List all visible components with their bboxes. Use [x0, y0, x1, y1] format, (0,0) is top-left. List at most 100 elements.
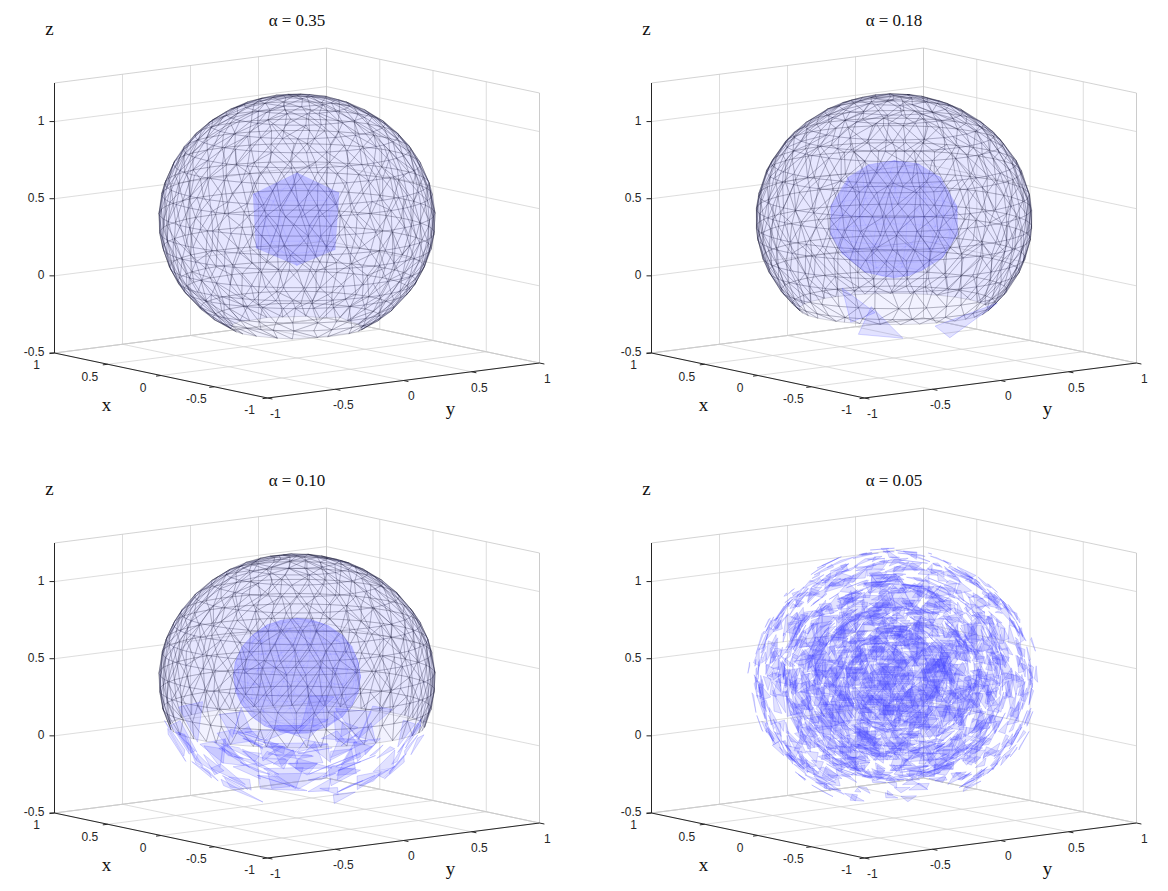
grid-line [55, 318, 327, 353]
box-edge [327, 318, 540, 363]
grid [652, 48, 1137, 398]
outer-face [399, 180, 414, 202]
panel: -1-0.500.51-1-0.500.51-0.500.51xyzα = 0.… [24, 11, 551, 421]
x-tick [50, 353, 55, 355]
outer-face [843, 111, 864, 120]
outer-face [830, 152, 846, 175]
outer-face [180, 274, 187, 286]
inner-face [253, 188, 291, 242]
grid-line [191, 336, 404, 381]
outer-face [307, 144, 330, 163]
outer-face [304, 272, 316, 292]
outer-face [327, 111, 339, 121]
outer-face [206, 250, 217, 266]
outer-face [225, 212, 245, 228]
outer-face [183, 181, 190, 201]
panel: -1-0.500.51-1-0.500.51-0.500.51xyzα = 0.… [621, 11, 1148, 421]
y-tick-label: 0.5 [471, 381, 488, 395]
outer-face [161, 206, 166, 227]
outer-face [259, 322, 275, 330]
outer-face [216, 265, 233, 275]
outer-face [259, 322, 273, 330]
outer-face [175, 156, 185, 175]
y-tick [268, 398, 273, 399]
x-tick [209, 386, 214, 388]
y-tick [540, 363, 545, 364]
grid-line [652, 87, 924, 122]
outer-face [884, 118, 906, 125]
z-tick [50, 275, 55, 276]
outer-face [250, 131, 271, 145]
outer-face [185, 153, 194, 172]
z-axis-title: z [45, 18, 53, 39]
z-tick-label: 0.5 [28, 191, 45, 205]
outer-face [957, 129, 975, 147]
outer-face [939, 127, 957, 145]
box-edge [55, 318, 327, 353]
outer-face [175, 156, 184, 175]
box-edge [924, 48, 1137, 93]
plot-area [159, 94, 435, 339]
outer-face [793, 133, 807, 152]
outer-face [222, 133, 235, 147]
x-tick [103, 364, 108, 366]
outer-face [308, 119, 326, 131]
outer-face [970, 177, 987, 193]
grid-line [720, 344, 933, 389]
outer-face [283, 102, 310, 110]
outer-face [310, 110, 327, 120]
outer-face [884, 111, 906, 119]
outer-face [191, 252, 206, 269]
grid-line [55, 87, 327, 122]
outer-face [845, 111, 864, 120]
outer-face [222, 133, 235, 147]
z-tick-label: 0 [38, 268, 45, 282]
z-tick [50, 121, 55, 122]
outer-face [176, 219, 187, 235]
outer-face [251, 110, 270, 120]
x-tick [156, 375, 161, 377]
outer-face [776, 161, 786, 184]
outer-face [235, 132, 251, 146]
outer-face [233, 248, 252, 265]
outer-face [242, 293, 259, 305]
inner-face [292, 250, 335, 266]
y-tick [472, 372, 477, 373]
y-tick-label: -1 [270, 407, 281, 421]
outer-face [316, 262, 336, 272]
grid-line [54, 83, 55, 353]
grid-line [924, 87, 1137, 132]
grid-line [122, 74, 123, 344]
grid-line [327, 318, 540, 363]
y-tick [404, 381, 409, 382]
outer-face [291, 119, 310, 130]
grid [55, 48, 540, 398]
y-tick [336, 389, 341, 390]
outer-face [379, 232, 392, 253]
x-axis-title: x [102, 394, 112, 415]
outer-face [210, 275, 231, 296]
z-tick [50, 353, 55, 354]
outer-face [193, 150, 210, 170]
grid-line [123, 344, 336, 389]
y-tick-label: -0.5 [333, 398, 354, 412]
outer-face [1019, 187, 1023, 201]
grid-line [55, 353, 268, 398]
grid-line [486, 82, 487, 352]
outer-face [251, 110, 270, 120]
y-tick-label: 1 [544, 372, 551, 386]
z-tick-label: 1 [38, 114, 45, 128]
outer-face [216, 250, 233, 266]
outer-face [226, 146, 236, 165]
grid-line [651, 83, 652, 353]
outer-face [288, 94, 310, 96]
outer-face [250, 144, 271, 163]
x-axis-line [55, 353, 268, 398]
outer-face [887, 101, 904, 111]
outer-face [244, 306, 267, 320]
grid-line [539, 93, 540, 363]
outer-face [277, 291, 305, 303]
outer-face [219, 227, 243, 248]
outer-face [282, 131, 309, 144]
outer-face [970, 177, 987, 193]
